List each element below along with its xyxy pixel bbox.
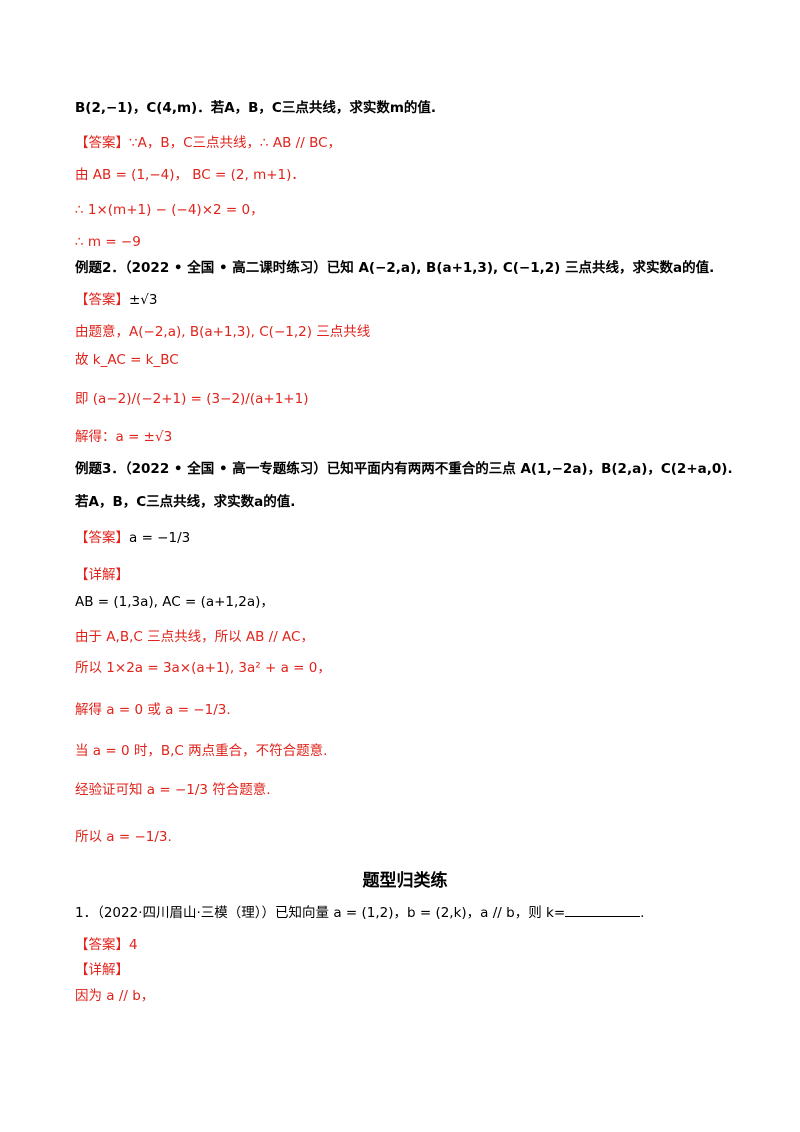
solution-text: 因为 a // b， bbox=[75, 988, 155, 1004]
answer-line: 【答案】∵A，B，C三点共线，∴ AB // BC， bbox=[75, 133, 341, 153]
detail-tag: 【详解】 bbox=[75, 960, 129, 980]
answer-text: a = −1/3 bbox=[129, 530, 191, 546]
solution-text: 即 (a−2)/(−2+1) = (3−2)/(a+1+1) bbox=[75, 391, 309, 407]
answer-text: 4 bbox=[129, 937, 138, 953]
solution-text: AB = (1,3a), AC = (a+1,2a)， bbox=[75, 594, 274, 610]
solution-step: 所以 1×2a = 3a×(a+1), 3a² + a = 0， bbox=[75, 658, 331, 678]
solution-step: 由于 A,B,C 三点共线，所以 AB // AC， bbox=[75, 627, 314, 647]
detail-label: 【详解】 bbox=[75, 962, 129, 978]
solution-text: 由于 A,B,C 三点共线，所以 AB // AC， bbox=[75, 629, 314, 645]
solution-text: ∴ 1×(m+1) − (−4)×2 = 0， bbox=[75, 202, 264, 218]
example-2-title: 例题2．（2022 • 全国 • 高二课时练习）已知 A(−2,a), B(a+… bbox=[75, 258, 714, 278]
answer-line: 【答案】a = −1/3 bbox=[75, 528, 190, 548]
solution-step: 当 a = 0 时，B,C 两点重合，不符合题意. bbox=[75, 741, 327, 761]
solution-text: 所以 1×2a = 3a×(a+1), 3a² + a = 0， bbox=[75, 660, 331, 676]
detail-tag: 【详解】 bbox=[75, 565, 129, 585]
solution-step: AB = (1,3a), AC = (a+1,2a)， bbox=[75, 592, 274, 612]
solution-step: 故 k_AC = k_BC bbox=[75, 350, 179, 370]
section-heading: 题型归类练 bbox=[362, 871, 448, 891]
answer-tag: 【答案】 bbox=[75, 937, 129, 953]
solution-text: 由 AB = (1,−4)， BC = (2, m+1)． bbox=[75, 167, 305, 183]
answer-tag: 【答案】 bbox=[75, 530, 129, 546]
problem-text: B(2,−1)，C(4,m)．若A，B，C三点共线，求实数m的值. bbox=[75, 100, 437, 116]
solution-step: 解得：a = ±√3 bbox=[75, 427, 172, 447]
solution-text: 当 a = 0 时，B,C 两点重合，不符合题意. bbox=[75, 743, 328, 759]
detail-label: 【详解】 bbox=[75, 567, 129, 583]
exercise-question: 1．（2022·四川眉山·三模（理））已知向量 a = (1,2)，b = (2… bbox=[75, 902, 644, 923]
solution-text: 解得：a = ±√3 bbox=[75, 429, 173, 445]
solution-text: ∴ m = −9 bbox=[75, 234, 141, 250]
solution-text: 由题意，A(−2,a), B(a+1,3), C(−1,2) 三点共线 bbox=[75, 324, 371, 340]
solution-step: 因为 a // b， bbox=[75, 986, 154, 1006]
solution-text: 解得 a = 0 或 a = −1/3. bbox=[75, 702, 231, 718]
example-text: 例题2．（2022 • 全国 • 高二课时练习）已知 A(−2,a), B(a+… bbox=[75, 260, 715, 276]
solution-step: 即 (a−2)/(−2+1) = (3−2)/(a+1+1) bbox=[75, 389, 308, 409]
solution-step: 所以 a = −1/3. bbox=[75, 827, 172, 847]
solution-text: 经验证可知 a = −1/3 符合题意. bbox=[75, 782, 271, 798]
solution-step: ∴ 1×(m+1) − (−4)×2 = 0， bbox=[75, 200, 264, 220]
example-text: 例题3．（2022 • 全国 • 高一专题练习）已知平面内有两两不重合的三点 A… bbox=[75, 461, 733, 477]
solution-step: 经验证可知 a = −1/3 符合题意. bbox=[75, 780, 271, 800]
answer-line: 【答案】±√3 bbox=[75, 290, 158, 310]
answer-line: 【答案】4 bbox=[75, 935, 138, 955]
solution-step: 解得 a = 0 或 a = −1/3. bbox=[75, 700, 231, 720]
solution-step: ∴ m = −9 bbox=[75, 232, 141, 252]
solution-step: 由 AB = (1,−4)， BC = (2, m+1)． bbox=[75, 165, 305, 185]
solution-step: 由题意，A(−2,a), B(a+1,3), C(−1,2) 三点共线 bbox=[75, 322, 370, 342]
problem-continuation: B(2,−1)，C(4,m)．若A，B，C三点共线，求实数m的值. bbox=[75, 98, 436, 118]
example-3-title: 例题3．（2022 • 全国 • 高一专题练习）已知平面内有两两不重合的三点 A… bbox=[75, 459, 733, 479]
answer-blank[interactable] bbox=[565, 902, 641, 917]
answer-text: ∵A，B，C三点共线，∴ AB // BC， bbox=[129, 135, 342, 151]
solution-text: 所以 a = −1/3. bbox=[75, 829, 172, 845]
question-text: 1．（2022·四川眉山·三模（理））已知向量 a = (1,2)，b = (2… bbox=[75, 905, 566, 921]
answer-tag: 【答案】 bbox=[75, 135, 129, 151]
answer-tag: 【答案】 bbox=[75, 292, 129, 308]
example-3-question: 若A，B，C三点共线，求实数a的值. bbox=[75, 492, 295, 512]
example-text: 若A，B，C三点共线，求实数a的值. bbox=[75, 494, 296, 510]
question-end: . bbox=[640, 905, 645, 921]
answer-text: ±√3 bbox=[129, 292, 158, 308]
solution-text: 故 k_AC = k_BC bbox=[75, 352, 179, 368]
